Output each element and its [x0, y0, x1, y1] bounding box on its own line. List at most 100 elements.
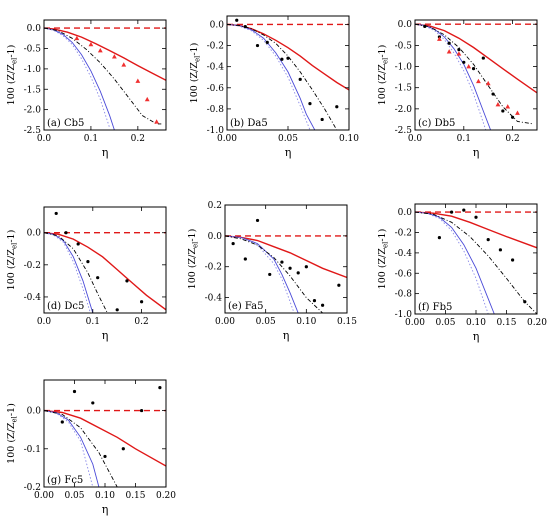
series-line-blue-dotted	[44, 410, 94, 487]
y-tick-label: 0.0	[27, 229, 42, 239]
y-axis-label: 100 (Z/Zel-1)	[6, 230, 19, 291]
data-point	[76, 242, 80, 246]
axes-frame	[43, 379, 167, 488]
y-tick-label: -2.0	[24, 106, 42, 116]
x-axis-label: η	[102, 503, 109, 516]
y-label-sub: el	[192, 241, 200, 248]
series-group	[44, 386, 166, 487]
series-line-solid-red	[44, 27, 166, 81]
data-point	[312, 299, 317, 303]
x-axis-label: η	[473, 330, 480, 343]
data-point	[265, 40, 269, 44]
series-line-dashdot	[44, 410, 118, 487]
data-point	[335, 105, 339, 109]
y-tick-label: -0.4	[207, 63, 225, 73]
y-tick-label: 0.2	[208, 201, 222, 211]
series-group	[44, 211, 166, 313]
series-line-dashdot	[415, 23, 533, 125]
series-line-blue-dotted	[415, 211, 489, 314]
y-label-sub: el	[382, 241, 390, 248]
data-point-triangle	[88, 41, 94, 47]
axes-frame	[43, 19, 167, 131]
y-tick-label: -1.0	[207, 126, 225, 136]
y-tick-label: -0.8	[207, 105, 225, 115]
x-tick-label: 0.2	[131, 134, 145, 144]
x-tick-label: 0.0	[37, 134, 52, 144]
axes-frame	[224, 204, 348, 314]
x-tick-label: 0.10	[339, 134, 359, 144]
y-tick-label: 0.0	[398, 20, 413, 30]
series-line-blue-dotted	[225, 235, 295, 313]
y-axis-label: 100 (Z/Zel-1)	[377, 229, 390, 290]
data-point-triangle	[437, 36, 442, 41]
chart-panel-4: 0.0 0.1 0.2 -0.4 -0.2 0.0 η 100 (Z/Zel-1) (d) Dc…	[6, 206, 167, 342]
x-tick-label: 0.0	[37, 317, 52, 327]
panel-label: (d) Dc5	[47, 301, 84, 312]
x-tick-label: 0.00	[34, 491, 54, 501]
series-line-dashdot	[44, 27, 162, 125]
y-label-main: 100 (Z/Z	[189, 62, 200, 104]
data-point	[523, 300, 527, 304]
series-line-blue-solid	[227, 23, 316, 130]
y-label-main: 100 (Z/Z	[6, 249, 17, 291]
y-tick-label: -0.5	[24, 45, 42, 55]
y-tick-label: -0.6	[395, 269, 413, 279]
panel-label: (f) Fb5	[418, 302, 452, 313]
data-point	[304, 265, 308, 269]
chart-panel-3: 0.0 0.1 0.2 -2.5 -2.0 -1.5 -1.0 -0.5 0.0 η 100 (Z/…	[377, 19, 538, 159]
y-tick-label: -2.5	[395, 126, 413, 136]
y-tick-label: -0.6	[207, 84, 225, 94]
x-tick-label: 0.05	[278, 134, 298, 144]
data-point	[501, 109, 505, 113]
series-line-blue-solid	[44, 410, 100, 487]
axes-frame	[414, 19, 538, 131]
y-axis-label: 100 (Z/Zel-1)	[377, 45, 390, 106]
data-point	[60, 420, 64, 424]
chart-panel-5: 0.00 0.05 0.10 0.15 -0.4 -0.2 0.0 0.2 η 100 (Z/Ze…	[187, 201, 357, 342]
data-point	[320, 117, 324, 122]
x-tick-label: 0.05	[256, 317, 276, 327]
x-tick-label: 0.0	[408, 134, 423, 144]
x-tick-label: 0.10	[296, 317, 316, 327]
y-label-sub: el	[382, 57, 390, 64]
series-group	[225, 218, 347, 313]
y-label-sub: el	[11, 57, 19, 64]
series-line-solid-red	[44, 409, 166, 467]
data-point-triangle	[154, 119, 160, 124]
data-point-triangle	[135, 78, 141, 83]
chart-panel-1: 0.0 0.1 0.2 -2.5 -2.0 -1.5 -1.0 -0.5 0.0 η 100 (Z/…	[6, 19, 167, 159]
y-tick-label: -0.2	[207, 42, 224, 52]
data-point	[280, 260, 284, 264]
y-label-tail: -1)	[189, 43, 200, 56]
data-point	[450, 210, 454, 214]
data-point	[140, 408, 144, 413]
data-point	[86, 260, 90, 264]
panel-label: (e) Fa5	[228, 301, 263, 312]
data-point	[96, 276, 100, 280]
data-point	[231, 241, 235, 246]
x-tick-label: 0.1	[86, 317, 100, 327]
data-point-triangle	[74, 35, 80, 41]
data-point-triangle	[495, 102, 501, 107]
data-point	[103, 454, 107, 459]
y-label-tail: -1)	[6, 230, 17, 243]
y-tick-label: -0.4	[24, 293, 42, 303]
x-axis-label: η	[102, 146, 109, 159]
x-axis-label: η	[473, 146, 480, 159]
data-point	[286, 56, 290, 60]
x-tick-label: 0.1	[84, 134, 98, 144]
y-tick-label: -2.5	[24, 126, 42, 136]
y-tick-label: -0.4	[205, 294, 223, 304]
data-point-triangle	[515, 110, 520, 115]
data-point	[498, 248, 502, 252]
data-point-triangle	[476, 78, 481, 84]
data-point	[481, 56, 485, 60]
data-point	[474, 215, 478, 219]
x-tick-label: 0.00	[217, 134, 237, 144]
series-group	[415, 208, 537, 314]
x-tick-label: 0.20	[527, 318, 547, 328]
series-line-blue-dotted	[227, 23, 311, 130]
y-tick-label: -0.5	[395, 41, 413, 51]
series-line-solid-red	[44, 232, 166, 311]
